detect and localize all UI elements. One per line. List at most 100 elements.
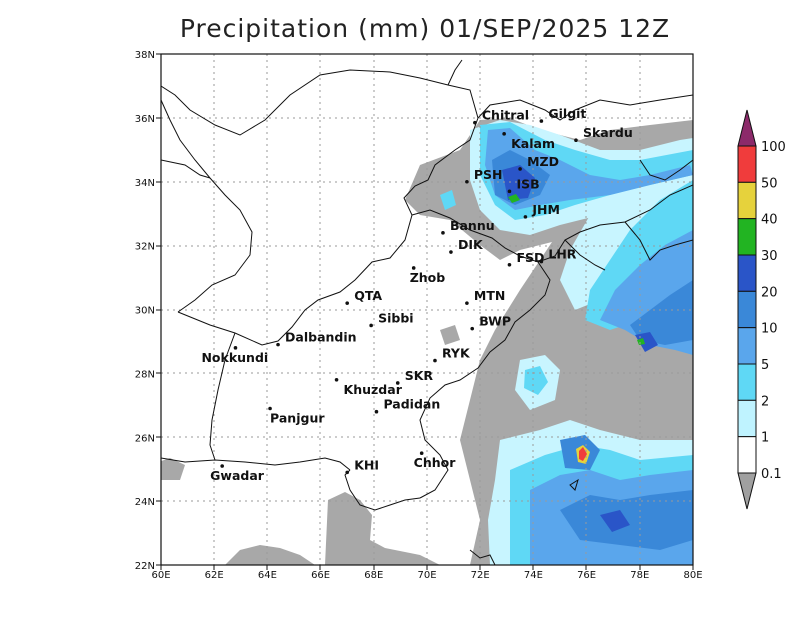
y-tick-label: 36N — [135, 114, 155, 125]
city-dot — [374, 409, 379, 414]
city-label: Bannu — [450, 218, 495, 233]
city-label: JHM — [531, 202, 560, 217]
city-label: RYK — [442, 346, 471, 361]
x-tick-label: 62E — [205, 570, 224, 581]
axis-ticks — [156, 53, 694, 570]
x-tick-label: 64E — [258, 570, 277, 581]
x-tick-label: 60E — [151, 570, 170, 581]
colorbar-level-label: 5 — [761, 358, 769, 373]
city-dot — [441, 231, 445, 235]
city-label: Skardu — [583, 125, 633, 140]
y-tick-label: 26N — [135, 433, 155, 444]
city-dot — [220, 464, 224, 468]
colorbar-level-label: 1 — [761, 431, 769, 446]
y-tick-label: 22N — [135, 561, 155, 572]
colorbar-top-arrow — [737, 109, 757, 147]
city-dot — [345, 470, 350, 475]
x-tick-label: 78E — [630, 570, 649, 581]
colorbar-segment — [737, 181, 757, 220]
x-tick-label: 66E — [311, 570, 330, 581]
city-dot — [539, 259, 544, 264]
city-dot — [433, 358, 437, 363]
city-label: Gwadar — [210, 468, 265, 483]
colorbar-segment — [737, 218, 757, 256]
y-tick-label: 38N — [135, 50, 155, 61]
city-dot — [334, 377, 339, 382]
x-tick-label: 70E — [417, 570, 436, 581]
colorbar-bottom-arrow — [737, 472, 757, 510]
city-label: LHR — [548, 247, 576, 262]
city-dot — [449, 250, 453, 254]
colorbar-level-label: 20 — [761, 285, 778, 300]
colorbar-segment — [737, 399, 757, 438]
city-dot — [345, 301, 350, 305]
city-dot — [233, 346, 238, 350]
city-dot — [395, 381, 400, 385]
city-label: PSH — [474, 167, 503, 182]
city-label: FSD — [516, 250, 544, 265]
map-title: Precipitation (mm) 01/SEP/2025 12Z — [179, 14, 671, 43]
x-axis-labels: 60E 62E 64E 66E 68E 70E 72E 74E 76E 78E 80E — [151, 570, 702, 581]
city-label: QTA — [354, 288, 382, 303]
colorbar-level-label: 50 — [761, 176, 778, 191]
city-label: Panjgur — [270, 411, 325, 426]
y-tick-label: 28N — [135, 369, 155, 380]
city-label: Gilgit — [548, 106, 586, 121]
city-dot — [518, 167, 522, 171]
city-dot — [419, 451, 424, 456]
city-dot — [523, 215, 528, 219]
map-gridlines — [161, 54, 693, 565]
city-dot — [507, 189, 512, 194]
colorbar-level-label: 100 — [761, 140, 786, 155]
x-tick-label: 68E — [364, 570, 383, 581]
y-tick-label: 32N — [135, 242, 155, 253]
city-dot — [539, 119, 544, 123]
city-markers: Chitral Gilgit Kalam Skardu MZD PSH ISB JHM Bann… — [201, 106, 632, 483]
city-label: KHI — [354, 457, 379, 472]
colorbar-level-label: 40 — [761, 213, 778, 228]
x-tick-label: 76E — [577, 570, 596, 581]
city-dot — [574, 138, 578, 143]
city-dot — [411, 266, 416, 270]
city-dot — [369, 323, 373, 328]
country-boundaries — [161, 59, 693, 565]
y-tick-label: 30N — [135, 306, 155, 317]
city-label: Kalam — [511, 136, 555, 151]
city-dot — [276, 342, 280, 347]
city-label: SKR — [405, 368, 434, 383]
city-dot — [507, 262, 512, 267]
city-dot — [473, 120, 477, 125]
colorbar-segment — [737, 436, 757, 474]
colorbar-level-label: 2 — [761, 394, 769, 409]
colorbar-level-label: 0.1 — [761, 467, 782, 482]
colorbar-legend: 0.1 1 2 5 10 20 30 40 50 100 — [737, 109, 786, 510]
city-label: Zhob — [410, 270, 446, 285]
city-dot — [465, 301, 469, 305]
city-label: Nokkundi — [201, 350, 268, 365]
colorbar-level-label: 10 — [761, 322, 778, 337]
x-tick-label: 80E — [683, 570, 702, 581]
y-tick-label: 24N — [135, 497, 155, 508]
y-axis-labels: 22N 24N 26N 28N 30N 32N 34N 36N 38N — [135, 50, 155, 572]
city-dot — [268, 406, 272, 411]
city-dot — [502, 132, 506, 136]
city-label: MTN — [474, 288, 505, 303]
city-label: ISB — [516, 176, 539, 191]
city-label: Dalbandin — [285, 330, 357, 345]
x-tick-label: 72E — [471, 570, 490, 581]
city-label: MZD — [527, 154, 559, 169]
colorbar-segment — [737, 363, 757, 401]
city-dot — [465, 179, 469, 184]
city-label: Chhor — [414, 455, 457, 470]
city-label: BWP — [479, 314, 511, 329]
city-label: DIK — [458, 237, 484, 252]
city-label: Padidan — [383, 397, 440, 412]
city-label: Chitral — [482, 108, 529, 123]
precip-shading — [161, 118, 693, 565]
city-label: Sibbi — [378, 310, 413, 325]
y-tick-label: 34N — [135, 178, 155, 189]
colorbar-segment — [737, 145, 757, 183]
x-tick-label: 74E — [524, 570, 543, 581]
colorbar-level-label: 30 — [761, 249, 778, 264]
